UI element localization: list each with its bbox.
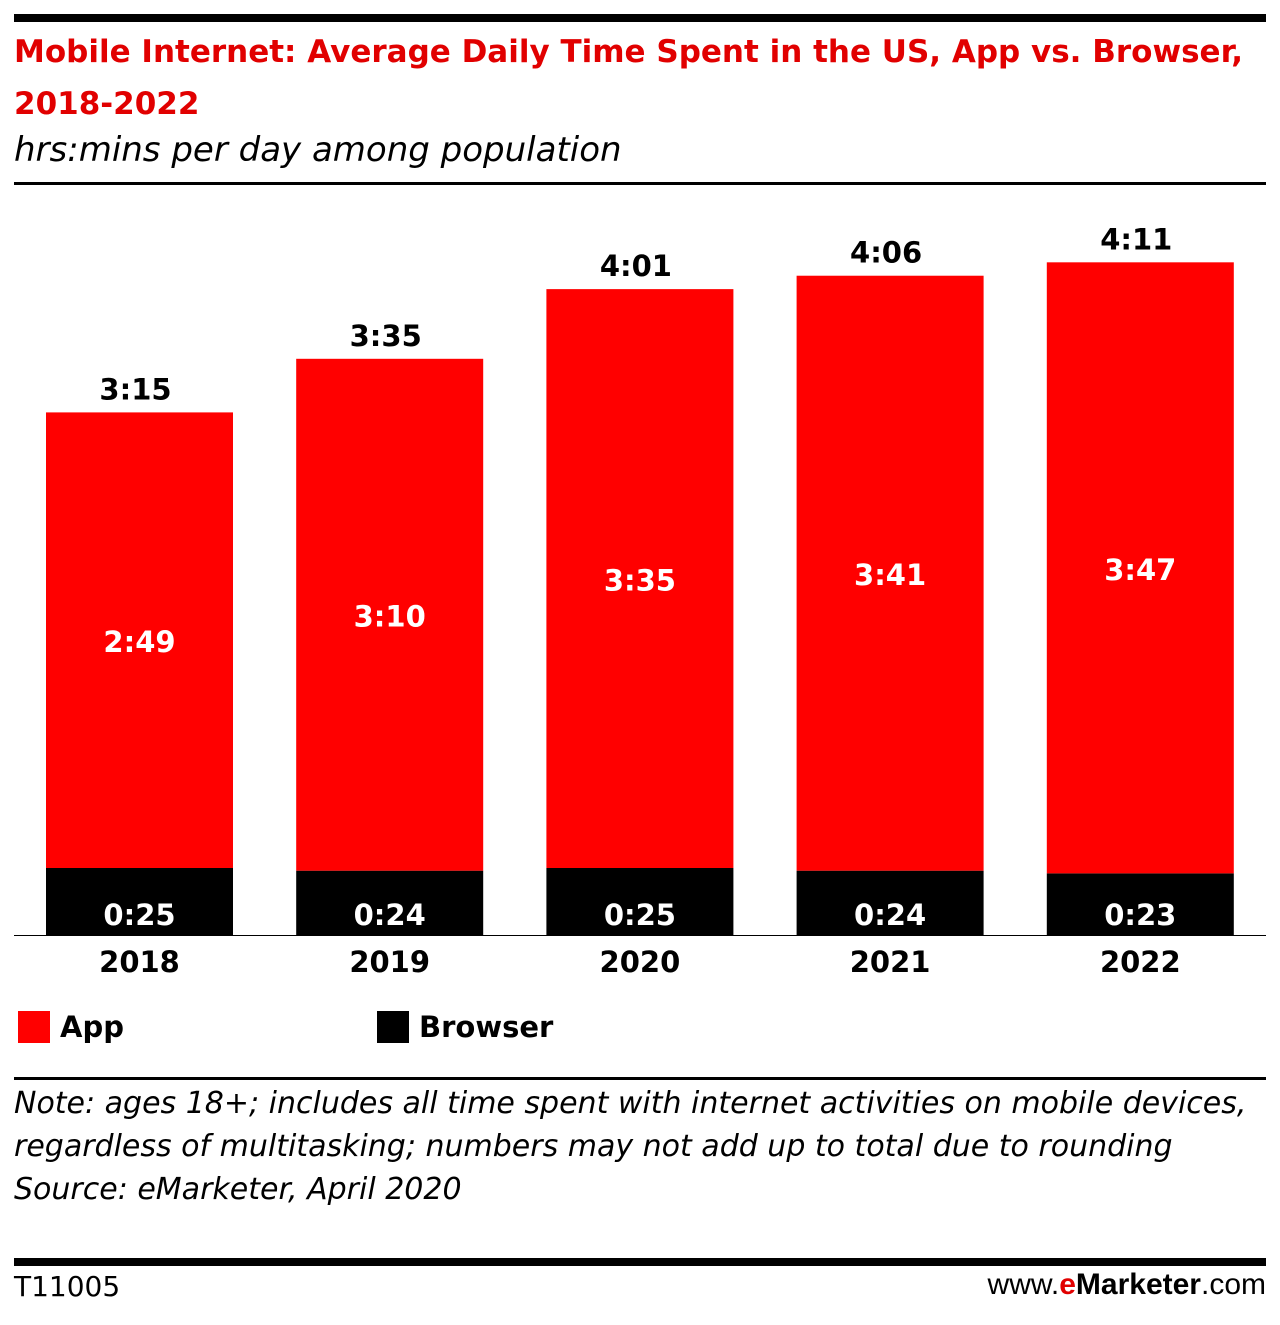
label-browser-2022: 0:23 (1104, 898, 1176, 932)
label-browser-2019: 0:24 (354, 898, 426, 932)
x-tick-2019: 2019 (349, 945, 430, 979)
label-total-2021: 4:06 (850, 236, 922, 270)
bar-app-2020 (546, 289, 734, 868)
legend-swatch-browser (377, 1011, 409, 1043)
bar-browser-2020 (546, 868, 734, 935)
bar-app-2019 (296, 358, 484, 871)
legend-item-browser: Browser (377, 1010, 553, 1044)
legend-label-browser: Browser (419, 1010, 554, 1044)
bar-browser-2019 (296, 870, 484, 935)
x-tick-2021: 2021 (850, 945, 931, 979)
x-tick-2018: 2018 (99, 945, 180, 979)
x-tick-2022: 2022 (1100, 945, 1181, 979)
note-block: Note: ages 18+; includes all time spent … (14, 1082, 1266, 1211)
url-brand-e: e (1059, 1268, 1076, 1301)
legend-label-app: App (60, 1010, 124, 1044)
url-suffix: .com (1200, 1268, 1266, 1301)
top-rule (14, 14, 1266, 22)
subtitle-rule (14, 182, 1266, 185)
legend-item-app: App (18, 1010, 124, 1044)
label-browser-2018: 0:25 (103, 898, 175, 932)
label-total-2020: 4:01 (600, 249, 672, 283)
label-total-2019: 3:35 (350, 319, 422, 353)
label-browser-2020: 0:25 (604, 898, 676, 932)
label-app-2018: 2:49 (103, 625, 175, 659)
label-browser-2021: 0:24 (854, 898, 926, 932)
chart-title: Mobile Internet: Average Daily Time Spen… (14, 34, 1244, 122)
bar-app-2022 (1046, 262, 1234, 874)
label-app-2020: 3:35 (604, 564, 676, 598)
bar-browser-2021 (796, 870, 984, 935)
label-total-2022: 4:11 (1100, 222, 1172, 256)
source-text: Source: eMarketer, April 2020 (14, 1172, 462, 1207)
url-brand-rest: Marketer (1075, 1268, 1201, 1301)
emarketer-logo: www.eMarketer.com (988, 1268, 1266, 1302)
chart-subtitle: hrs:mins per day among population (14, 130, 622, 170)
x-tick-2020: 2020 (600, 945, 681, 979)
note-text: Note: ages 18+; includes all time spent … (14, 1086, 1247, 1164)
bar-app-2021 (796, 275, 984, 871)
note-rule (14, 1077, 1266, 1080)
label-app-2022: 3:47 (1104, 553, 1176, 587)
bar-browser-2018 (46, 868, 233, 935)
label-app-2019: 3:10 (354, 600, 426, 634)
label-total-2018: 3:15 (99, 372, 171, 406)
url-prefix: www. (987, 1268, 1060, 1301)
bar-browser-2022 (1046, 873, 1234, 935)
label-app-2021: 3:41 (854, 558, 926, 592)
bar-app-2018 (46, 412, 233, 868)
legend-swatch-app (18, 1011, 50, 1043)
chart-id: T11005 (14, 1270, 121, 1303)
bar-chart: 0:25 2:49 3:15 2018 0:24 3:10 3:35 2019 0:25 3:35… (14, 222, 1266, 979)
bottom-rule (14, 1258, 1266, 1266)
